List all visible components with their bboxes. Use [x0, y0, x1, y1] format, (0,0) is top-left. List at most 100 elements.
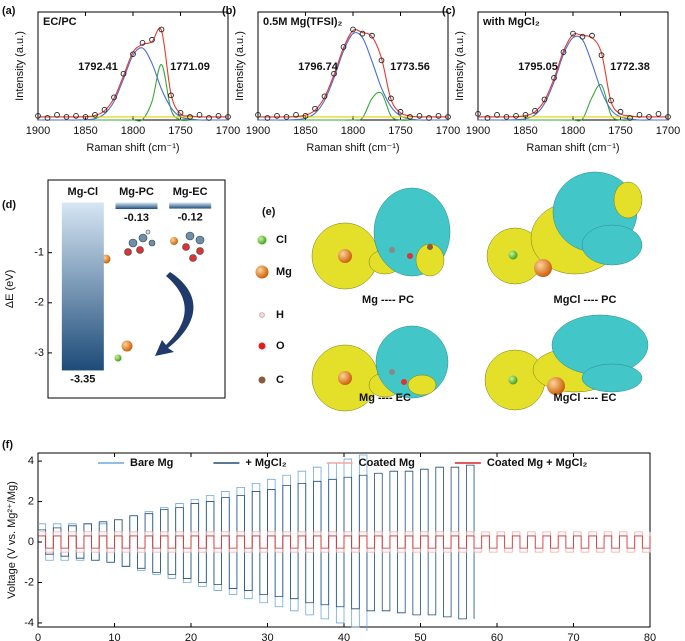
panel-label: (d)	[2, 199, 16, 211]
data-point	[130, 51, 136, 58]
bar	[115, 202, 158, 210]
data-point	[120, 70, 127, 77]
data-line	[38, 464, 475, 620]
category-label: Mg-Cl	[68, 186, 99, 198]
data-point	[494, 112, 500, 118]
data-point	[617, 108, 624, 115]
data-point	[522, 112, 529, 118]
structure-caption: Mg ---- EC	[359, 392, 411, 404]
x-tick-label: 1800	[121, 125, 145, 137]
peak-annotation: 1771.09	[170, 61, 210, 73]
structure-caption: Mg ---- PC	[362, 294, 414, 306]
x-axis-label: Raman shift (cm⁻¹)	[526, 142, 619, 154]
panel-d-decor	[101, 229, 205, 362]
data-point	[560, 49, 567, 55]
cl-atom	[114, 354, 122, 362]
data-point	[274, 113, 280, 119]
data-point	[168, 92, 174, 99]
isosurface	[484, 314, 649, 411]
data-point	[426, 115, 432, 121]
data-point	[589, 32, 595, 39]
data-point	[397, 108, 404, 115]
data-point	[44, 115, 51, 121]
data-point	[503, 114, 510, 120]
y-axis-label: ΔE (eV)	[4, 270, 16, 309]
data-point	[158, 26, 165, 33]
x-tick-label: 1700	[656, 125, 680, 137]
panel-label: (e)	[262, 206, 276, 218]
data-point	[215, 113, 222, 119]
ec-molecule	[182, 231, 205, 262]
data-line	[478, 35, 668, 121]
mg-atom	[170, 237, 178, 245]
data-point	[82, 114, 89, 120]
y-axis-label: Intensity (a.u.)	[14, 31, 26, 101]
data-point	[73, 113, 79, 119]
data-point	[283, 114, 290, 120]
data-line	[38, 47, 228, 121]
legend-label: Coated Mg	[359, 457, 415, 469]
data-point	[445, 114, 451, 120]
y-tick-label: -2	[34, 297, 44, 309]
bar	[169, 202, 212, 209]
data-line	[258, 32, 448, 121]
x-tick-label: 1900	[26, 125, 50, 137]
data-point	[608, 97, 614, 104]
arrow	[155, 272, 194, 356]
data-point	[225, 114, 231, 120]
legend-label: Cl	[276, 234, 287, 246]
data-point	[579, 33, 586, 40]
data-point	[35, 113, 41, 119]
x-tick-label: 20	[185, 632, 197, 641]
data-point	[541, 96, 548, 103]
x-axis-label: Raman shift (cm⁻¹)	[86, 142, 179, 154]
data-point	[255, 112, 261, 118]
y-tick-label: 0	[28, 536, 34, 548]
x-tick-label: 80	[644, 632, 656, 641]
y-tick-label: -3	[34, 347, 44, 359]
data-point	[388, 95, 394, 102]
pc-molecule	[124, 229, 156, 256]
data-point	[196, 112, 203, 118]
x-tick-label: 1850	[513, 125, 537, 137]
data-point	[570, 30, 576, 37]
x-tick-label: 1850	[293, 125, 317, 137]
data-point	[636, 112, 643, 118]
data-line	[478, 83, 668, 122]
peak-annotation: 1792.41	[78, 61, 118, 73]
data-point	[187, 114, 193, 120]
data-point	[369, 32, 375, 39]
data-point	[293, 112, 299, 118]
y-axis-label: Intensity (a.u.)	[454, 31, 466, 101]
data-point	[264, 115, 271, 121]
data-point	[63, 114, 70, 120]
structure-caption: MgCl ---- EC	[554, 392, 617, 404]
data-point	[92, 112, 98, 118]
structure-caption: MgCl ---- PC	[554, 294, 617, 306]
y-tick-label: -2	[24, 576, 34, 588]
data-point	[646, 114, 652, 120]
data-point	[475, 110, 481, 117]
data-point	[350, 26, 356, 33]
legend-label: H	[276, 309, 284, 321]
data-point	[139, 40, 146, 46]
x-tick-label: 1750	[608, 125, 632, 137]
x-tick-label: 1850	[73, 125, 97, 137]
legend-label: O	[276, 340, 285, 352]
data-point	[312, 105, 318, 112]
bar	[61, 202, 104, 371]
legend-label: Coated Mg + MgCl₂	[487, 457, 588, 469]
value-label: -0.12	[178, 211, 203, 223]
x-tick-label: 1800	[561, 125, 585, 137]
panel-label: (c)	[442, 5, 456, 17]
data-line	[38, 535, 651, 549]
y-axis-label: Intensity (a.u.)	[234, 31, 246, 101]
x-tick-label: 10	[108, 632, 120, 641]
data-point	[435, 113, 442, 119]
x-tick-label: 50	[414, 632, 426, 641]
panel-label: (f)	[2, 439, 13, 451]
category-label: Mg-PC	[119, 186, 154, 198]
panel-e: (e) Cl Mg H O C	[255, 171, 649, 412]
legend-label: C	[276, 374, 284, 386]
